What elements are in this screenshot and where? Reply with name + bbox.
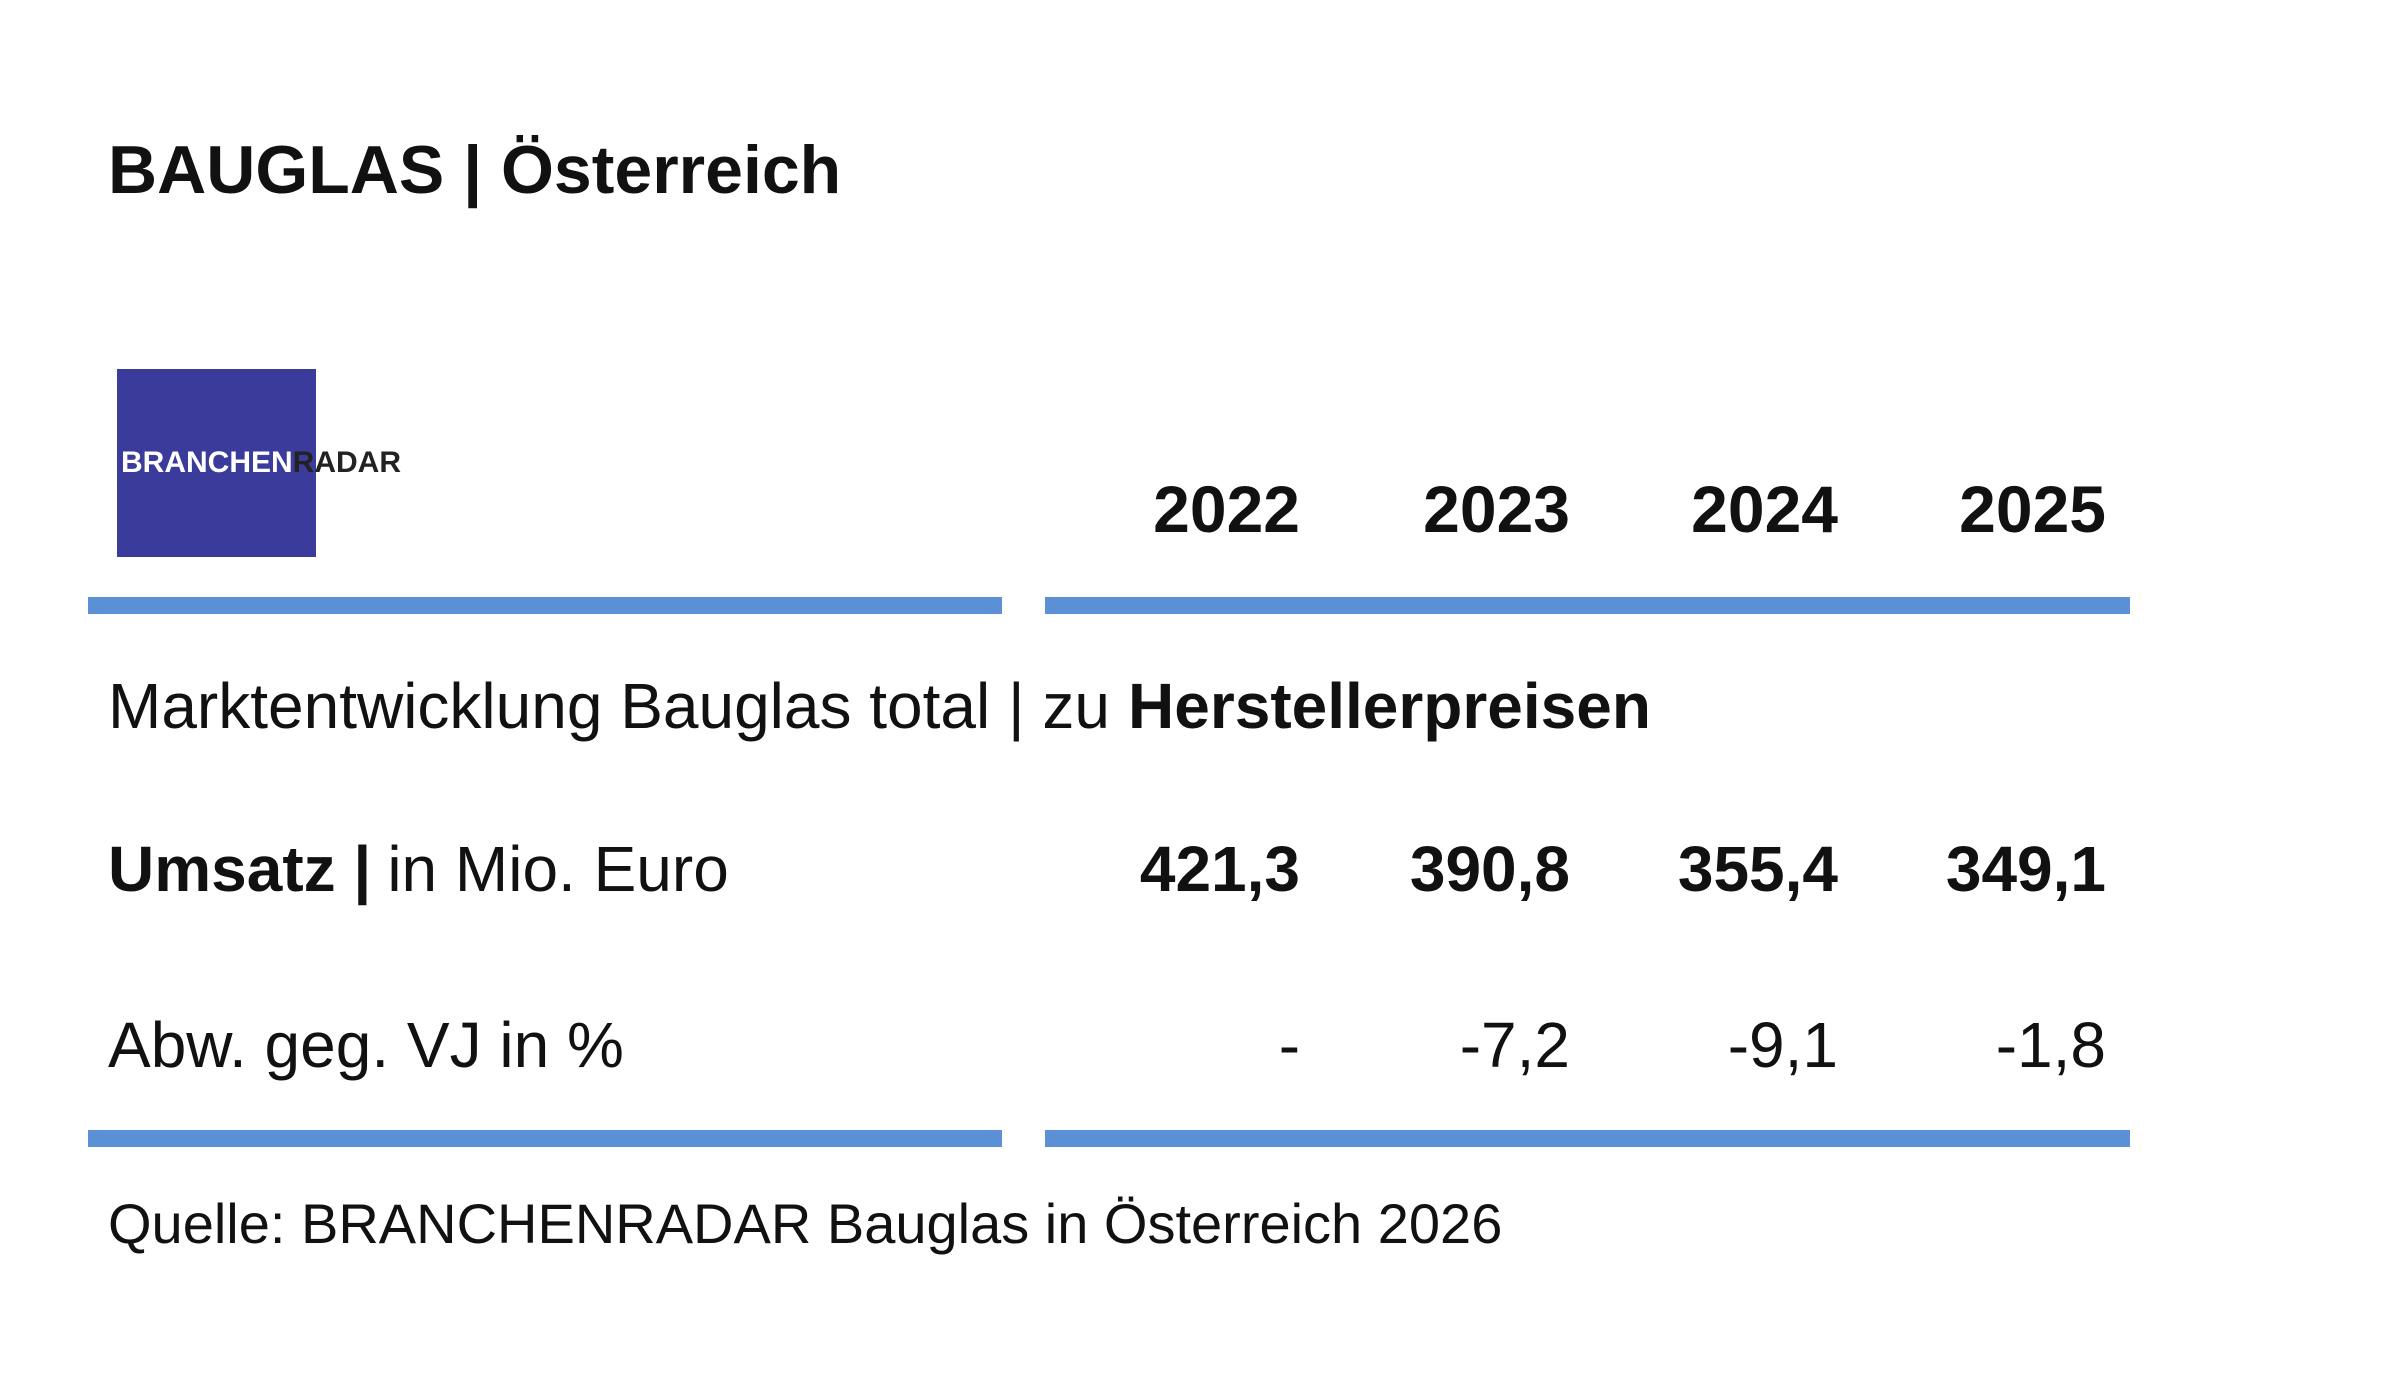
- row-label-bold: Umsatz |: [108, 833, 371, 906]
- row-label: Abw. geg. VJ in %: [108, 1009, 624, 1081]
- subtitle: Marktentwicklung Bauglas total | zu Herst…: [108, 670, 1651, 742]
- row-label-text: Abw. geg. VJ in %: [108, 1009, 624, 1081]
- row-label: Umsatz | in Mio. Euro: [108, 833, 729, 906]
- cell: 421,3: [1140, 833, 1300, 905]
- rule: [88, 1130, 1002, 1147]
- cell: 390,8: [1410, 833, 1570, 905]
- cell: -7,2: [1460, 1009, 1570, 1081]
- subtitle-text: Marktentwicklung Bauglas total | zu: [108, 670, 1110, 742]
- column-header: 2025: [1959, 472, 2106, 546]
- logo: BRANCHENRADAR: [117, 369, 401, 557]
- cell: 349,1: [1946, 833, 2106, 905]
- subtitle-bold: Herstellerpreisen: [1128, 670, 1651, 742]
- logo-text: BRANCHENRADAR: [121, 446, 401, 479]
- rule: [1045, 1130, 2130, 1147]
- logo-right: RADAR: [293, 446, 402, 479]
- row-label-text: in Mio. Euro: [387, 833, 728, 905]
- logo-left: BRANCHEN: [121, 446, 293, 479]
- column-header: 2024: [1691, 472, 1838, 546]
- rule: [1045, 597, 2130, 614]
- cell: -1,8: [1996, 1009, 2106, 1081]
- logo-box: [117, 369, 316, 557]
- cell: -: [1279, 1009, 1300, 1081]
- cell: 355,4: [1678, 833, 1839, 905]
- column-header: 2023: [1423, 472, 1570, 546]
- cell: -9,1: [1728, 1009, 1838, 1081]
- title: BAUGLAS | Österreich: [108, 132, 841, 209]
- rule: [88, 597, 1002, 614]
- source: Quelle: BRANCHENRADAR Bauglas in Österre…: [108, 1192, 1502, 1255]
- column-header: 2022: [1153, 472, 1300, 546]
